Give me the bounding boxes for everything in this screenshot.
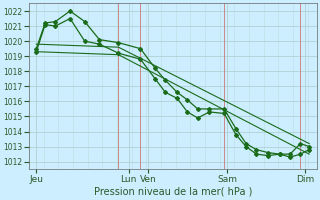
X-axis label: Pression niveau de la mer( hPa ): Pression niveau de la mer( hPa ) <box>93 187 252 197</box>
